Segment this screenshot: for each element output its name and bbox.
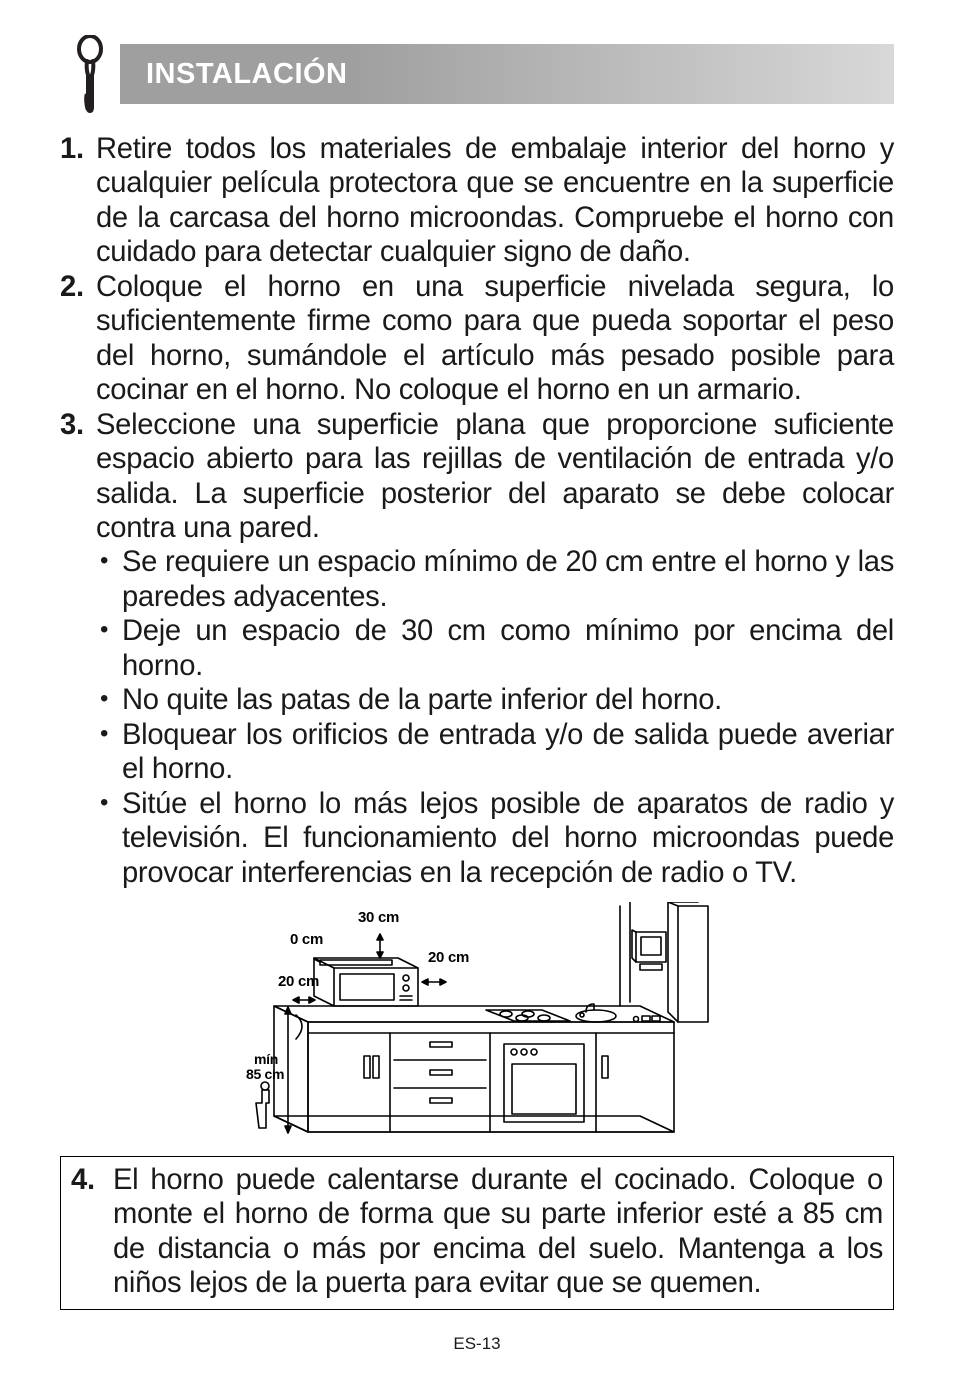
list-item-3-text: Seleccione una superficie plana que prop…: [96, 409, 894, 544]
bullet-1: Se requiere un espacio mínimo de 20 cm e…: [96, 545, 894, 614]
header-title: INSTALACIÓN: [146, 58, 348, 91]
diagram-label-right: 20 cm: [428, 949, 469, 966]
numbered-list: Retire todos los materiales de embalaje …: [60, 132, 894, 890]
diagram-label-left-lower: 20 cm: [278, 973, 319, 990]
page: INSTALACIÓN Retire todos los materiales …: [0, 0, 954, 1382]
diagram-label-left-upper: 0 cm: [290, 931, 323, 948]
section-header: INSTALACIÓN: [60, 44, 894, 104]
header-icon-wrap: [60, 28, 120, 120]
warning-box: El horno puede calentarse durante el coc…: [60, 1156, 894, 1310]
kitchen-diagram: 30 cm 0 cm 20 cm 20 cm mín 85 cm: [242, 902, 712, 1142]
diagram-container: 30 cm 0 cm 20 cm 20 cm mín 85 cm: [60, 902, 894, 1142]
list-item-4: El horno puede calentarse durante el coc…: [71, 1163, 883, 1301]
content-body: Retire todos los materiales de embalaje …: [60, 132, 894, 1310]
bullet-3: No quite las patas de la parte inferior …: [96, 683, 894, 717]
box-list: El horno puede calentarse durante el coc…: [71, 1163, 883, 1301]
spoon-icon: [76, 35, 104, 113]
bullet-5: Sitúe el horno lo más lejos posible de a…: [96, 787, 894, 890]
page-number: ES-13: [0, 1334, 954, 1354]
list-item-1: Retire todos los materiales de embalaje …: [60, 132, 894, 270]
diagram-label-85: 85 cm: [246, 1066, 284, 1082]
list-item-2: Coloque el horno en una superficie nivel…: [60, 270, 894, 408]
bullet-4: Bloquear los orificios de entrada y/o de…: [96, 718, 894, 787]
diagram-label-min: mín: [254, 1051, 278, 1067]
bullet-2: Deje un espacio de 30 cm como mínimo por…: [96, 614, 894, 683]
list-item-3: Seleccione una superficie plana que prop…: [60, 408, 894, 890]
diagram-label-top: 30 cm: [358, 909, 399, 926]
bullet-list: Se requiere un espacio mínimo de 20 cm e…: [96, 545, 894, 890]
